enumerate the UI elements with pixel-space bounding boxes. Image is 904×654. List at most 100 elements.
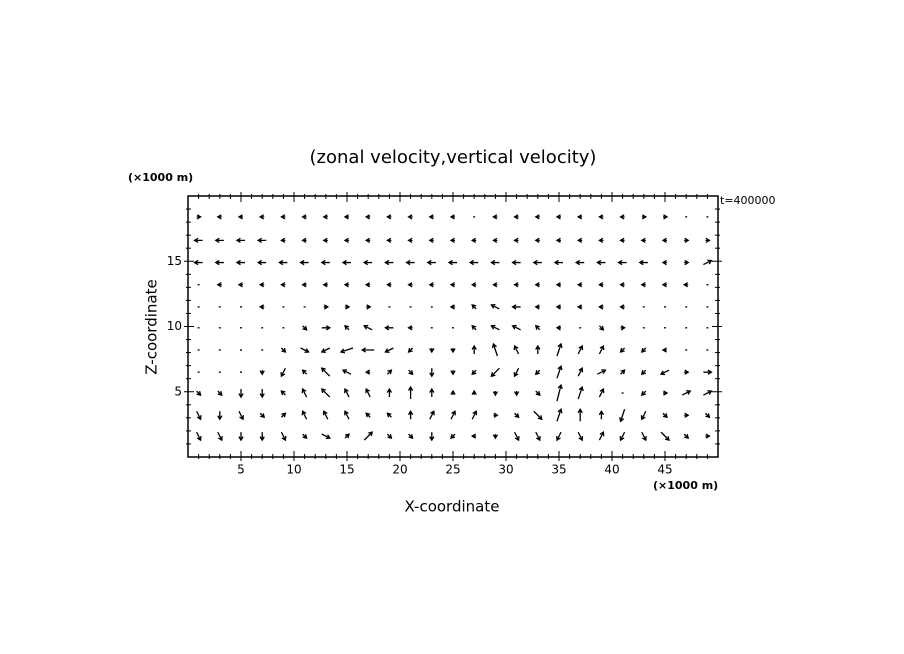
vector-arrow	[429, 347, 435, 354]
vector-arrow	[641, 214, 648, 220]
vector-arrow	[491, 342, 499, 357]
vector-arrow	[237, 214, 243, 220]
vector-arrow	[470, 433, 477, 439]
vector-arrow	[492, 282, 498, 288]
vector-arrow	[703, 390, 713, 396]
vector-arrow	[574, 259, 585, 266]
vector-arrow	[513, 237, 519, 244]
vector-arrow	[663, 390, 669, 396]
vector-arrow	[471, 324, 477, 331]
vector-arrow	[235, 237, 245, 244]
vector-arrow	[576, 304, 583, 310]
vector-arrow	[513, 367, 520, 378]
chart-title: (zonal velocity,vertical velocity)	[310, 147, 597, 168]
vector-arrow	[364, 369, 371, 375]
vector-arrow	[362, 259, 373, 266]
vector-arrow	[638, 259, 648, 266]
vector-arrow	[407, 282, 413, 288]
vector-arrow	[513, 282, 519, 288]
vector-arrow	[302, 433, 308, 440]
vector-arrow	[490, 367, 500, 378]
vector-arrow	[256, 259, 267, 266]
vector-arrow	[450, 347, 456, 354]
vector-arrow	[343, 214, 349, 220]
vector-arrow	[216, 282, 222, 288]
vector-arrow	[428, 237, 434, 244]
y-tick-label: 10	[167, 319, 182, 333]
vector-arrow	[492, 237, 498, 244]
vector-arrow	[429, 368, 435, 378]
vector-arrow	[619, 237, 625, 244]
vector-arrow	[339, 347, 354, 354]
vector-arrow	[196, 214, 202, 220]
vector-arrow	[640, 390, 647, 396]
vector-arrow	[683, 433, 690, 440]
vector-arrow	[684, 412, 690, 418]
vector-arrow	[320, 367, 331, 377]
vector-arrow	[661, 259, 667, 266]
vector-arrow	[364, 282, 371, 288]
plot-frame	[187, 195, 719, 458]
vector-arrow	[640, 347, 647, 353]
vector-arrow	[321, 325, 332, 331]
vector-arrow	[344, 433, 350, 439]
vector-arrow	[386, 433, 393, 440]
vector-arrow	[619, 304, 625, 310]
vector-arrow	[344, 410, 350, 420]
vector-arrow	[577, 385, 584, 400]
y-unit: (×1000 m)	[128, 171, 193, 184]
vector-arrow	[556, 364, 563, 379]
vector-arrow	[323, 304, 330, 310]
vector-arrow	[577, 344, 584, 355]
vector-arrow	[619, 409, 626, 423]
vector-arrow	[447, 259, 457, 266]
vector-arrow	[513, 344, 520, 355]
vector-arrow	[471, 344, 477, 354]
vector-arrow	[237, 282, 243, 288]
vector-arrow	[620, 325, 626, 331]
vector-arrow	[661, 347, 667, 353]
vector-arrow	[681, 390, 692, 396]
x-tick-label: 15	[339, 463, 354, 477]
vector-arrow	[429, 387, 435, 398]
vector-arrow	[407, 347, 414, 353]
vector-arrow	[217, 390, 223, 396]
vector-arrow	[555, 237, 561, 244]
vector-arrow	[344, 387, 350, 398]
vector-arrow	[534, 369, 541, 376]
y-tick-label: 5	[174, 384, 182, 398]
vector-arrow	[598, 325, 605, 331]
vector-arrow	[258, 214, 265, 220]
vector-arrow	[238, 432, 244, 442]
vector-arrow	[640, 282, 646, 288]
vector-arrow	[450, 370, 456, 376]
vector-arrow	[576, 214, 583, 220]
vector-arrow	[320, 347, 331, 353]
vector-arrow	[258, 282, 265, 288]
vector-arrow	[703, 369, 713, 375]
vector-arrow	[514, 431, 520, 442]
vector-arrow	[705, 433, 711, 439]
vector-arrow	[280, 282, 286, 288]
vector-arrow	[322, 410, 329, 420]
vector-arrow	[345, 304, 351, 310]
vector-arrow	[640, 410, 647, 421]
vector-arrow	[450, 433, 456, 440]
vector-arrow	[259, 389, 265, 399]
vector-arrow	[407, 409, 414, 420]
vector-arrow	[660, 431, 670, 442]
vector-arrow	[492, 391, 499, 397]
vector-arrow	[193, 259, 203, 266]
vector-arrow	[555, 282, 561, 288]
vector-arrow	[301, 214, 307, 220]
vector-arrow	[408, 433, 414, 440]
vector-arrow	[471, 389, 477, 396]
vector-arrow	[490, 324, 500, 331]
vector-arrow	[301, 410, 308, 420]
vector-arrow	[619, 282, 625, 288]
vector-arrow	[555, 325, 561, 331]
vector-arrow	[598, 387, 605, 398]
x-tick-label: 25	[445, 463, 460, 477]
vector-arrow	[301, 282, 307, 288]
vector-arrow	[217, 411, 223, 421]
